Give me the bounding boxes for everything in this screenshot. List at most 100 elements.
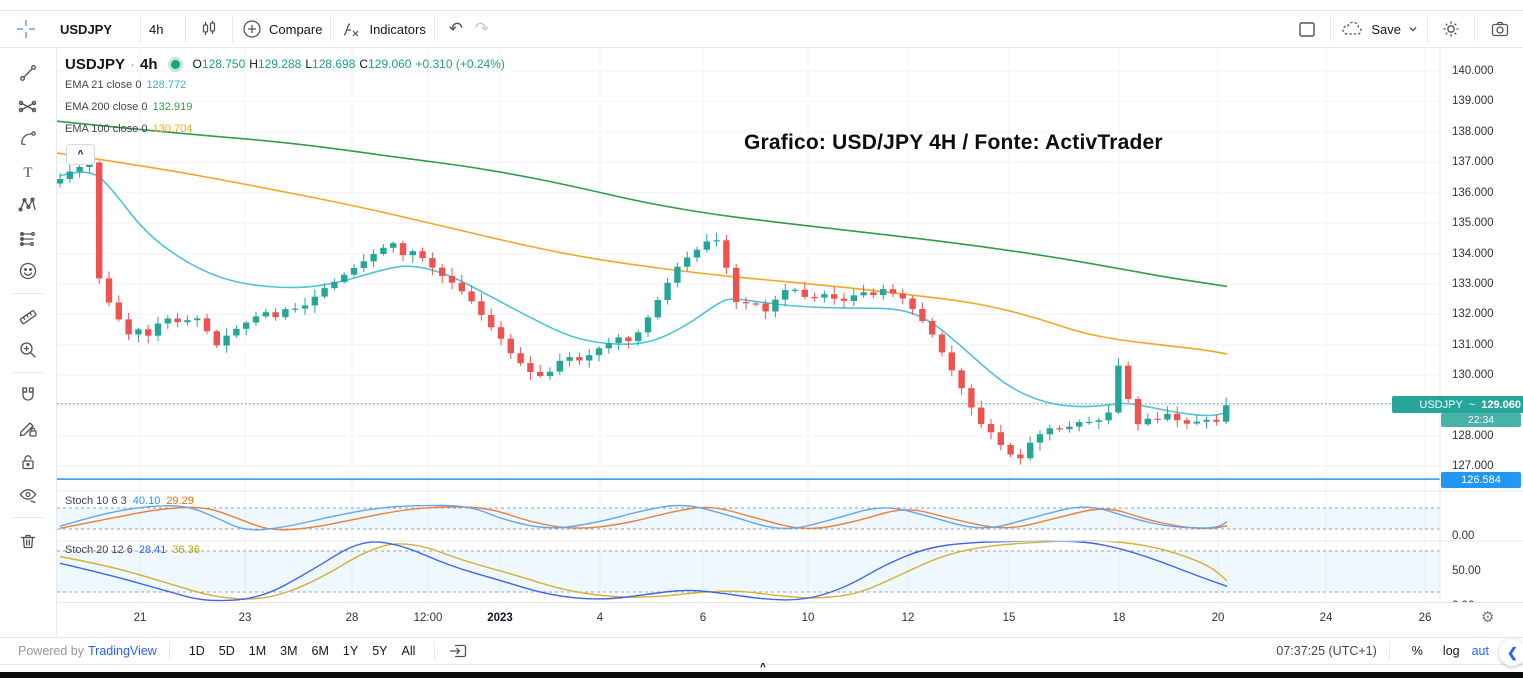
text-tool-icon[interactable]: T (10, 155, 46, 188)
up-candle (703, 241, 710, 250)
redo-icon[interactable]: ↷ (474, 19, 489, 38)
up-candle (262, 312, 269, 317)
down-candle (1007, 445, 1014, 455)
range-button-3m[interactable]: 3M (280, 644, 298, 658)
up-candle (233, 328, 240, 336)
brush-tool-icon[interactable] (10, 122, 46, 155)
symbol-button[interactable]: USDJPY (60, 21, 113, 37)
indicators-button[interactable]: Indicators (339, 18, 426, 40)
stoch-legend-row[interactable]: Stoch 20 12 6 28.41 36.36 (65, 544, 200, 556)
up-candle (252, 316, 260, 323)
up-candle (693, 249, 701, 258)
stoch-legend-row[interactable]: Stoch 10 6 3 40.10 29.29 (65, 495, 194, 507)
collapse-pane-button[interactable]: ^ (66, 144, 95, 165)
down-candle (831, 294, 838, 299)
indicator-legend-row[interactable]: EMA 100 close 0 130.704 (65, 118, 505, 140)
legend-symbol[interactable]: USDJPY (65, 55, 126, 73)
compare-button[interactable]: Compare (241, 18, 322, 40)
range-button-1y[interactable]: 1Y (342, 644, 359, 658)
remove-all-tool-icon[interactable] (10, 524, 46, 557)
time-tick-label: 18 (1112, 612, 1126, 624)
down-candle (978, 407, 985, 425)
toolbar-separator (140, 16, 141, 42)
price-tick-label: 134.000 (1452, 247, 1494, 260)
legend-interval[interactable]: 4h (140, 55, 158, 73)
indicator-legend-row[interactable]: EMA 21 close 0 128.772 (65, 74, 505, 96)
up-candle (360, 261, 367, 268)
legend-separator: · (130, 55, 136, 73)
undo-icon[interactable]: ↶ (448, 19, 463, 38)
magnet-tool-icon[interactable] (10, 379, 46, 412)
range-button-6m[interactable]: 6M (311, 644, 329, 658)
down-candle (919, 309, 926, 321)
range-button-1m[interactable]: 1M (248, 644, 267, 658)
tradingview-link[interactable]: TradingView (88, 644, 157, 658)
down-candle (458, 282, 465, 292)
up-candle (66, 171, 73, 179)
down-candle (497, 327, 505, 339)
up-candle (1193, 421, 1200, 424)
up-candle (586, 355, 593, 361)
scroll-left-float-button[interactable]: ❮ (1499, 639, 1523, 666)
up-candle (1105, 412, 1112, 421)
toolbar-divider (12, 372, 44, 373)
lock-all-tool-icon[interactable] (10, 445, 46, 478)
legend: USDJPY · 4h O128.750 H129.288 L128.698 C129… (65, 54, 505, 140)
down-candle (517, 353, 524, 364)
drawing-lock-tool-icon[interactable] (10, 412, 46, 445)
chart-style-icon[interactable] (194, 18, 224, 40)
time-axis[interactable]: 21 23 28 12:00 2023 4 6 10 12 15 18 20 24 26 (57, 602, 1523, 638)
down-candle (1174, 413, 1181, 421)
badge-symbol: USDJPY (1419, 398, 1463, 411)
emoji-tool-icon[interactable] (10, 254, 46, 287)
chevron-left-icon: ❮ (1507, 644, 1518, 660)
time-tick-label: 12:00 (413, 612, 443, 624)
stoch-label: Stoch 10 6 3 (65, 495, 127, 507)
auto-scale-button[interactable]: aut (1471, 644, 1489, 658)
go-to-date-icon[interactable] (447, 641, 469, 661)
pitchfork-tool-icon[interactable] (10, 89, 46, 122)
up-candle (409, 251, 416, 256)
ruler-tool-icon[interactable] (10, 300, 46, 333)
hide-all-tool-icon[interactable] (10, 478, 46, 511)
settings-gear-icon[interactable] (1436, 18, 1466, 40)
camera-icon[interactable] (1483, 18, 1517, 40)
time-tick-label: 2023 (487, 612, 513, 624)
up-candle (605, 343, 612, 349)
crosshair-icon[interactable] (14, 17, 38, 41)
toolbar-separator (433, 16, 435, 42)
forecast-tool-icon[interactable] (10, 221, 46, 254)
price-tick-label: 135.000 (1452, 217, 1494, 230)
save-button[interactable]: Save (1339, 18, 1419, 40)
price-tick-label: 138.000 (1452, 125, 1494, 138)
trendline-tool-icon[interactable] (10, 56, 46, 89)
log-scale-button[interactable]: log (1442, 644, 1460, 658)
layout-icon[interactable] (1292, 18, 1322, 40)
indicator-legend-row[interactable]: EMA 200 close 0 132.919 (65, 96, 505, 118)
xabcd-pattern-tool-icon[interactable] (10, 188, 46, 221)
range-button-all[interactable]: All (401, 644, 416, 658)
clock-label[interactable]: 07:37:25 (UTC+1) (1276, 644, 1377, 658)
up-candle (1203, 419, 1210, 422)
toolbar-separator (1427, 16, 1428, 42)
range-button-5d[interactable]: 5D (218, 644, 235, 658)
time-tick-label: 15 (1002, 612, 1016, 624)
zoom-in-tool-icon[interactable] (10, 333, 46, 366)
toolbar-divider (12, 517, 44, 518)
up-candle (1095, 420, 1102, 422)
down-candle (1017, 454, 1024, 459)
percent-scale-button[interactable]: % (1411, 644, 1423, 658)
up-candle (880, 289, 887, 296)
interval-button[interactable]: 4h (149, 21, 164, 37)
drawing-toolbar: T (0, 48, 57, 637)
time-tick-label: 20 (1211, 612, 1225, 624)
down-candle (929, 321, 936, 335)
up-candle (243, 322, 250, 329)
range-button-1d[interactable]: 1D (188, 644, 205, 658)
range-button-5y[interactable]: 5Y (372, 644, 388, 658)
down-candle (537, 372, 544, 376)
price-tick-label: 128.000 (1452, 430, 1494, 443)
price-axis[interactable]: 140.000 139.000 138.000 137.000 136.000 135.0… (1441, 48, 1523, 612)
timeline-gear-icon[interactable]: ⚙ (1481, 609, 1495, 626)
time-tick-label: 4 (596, 612, 604, 624)
